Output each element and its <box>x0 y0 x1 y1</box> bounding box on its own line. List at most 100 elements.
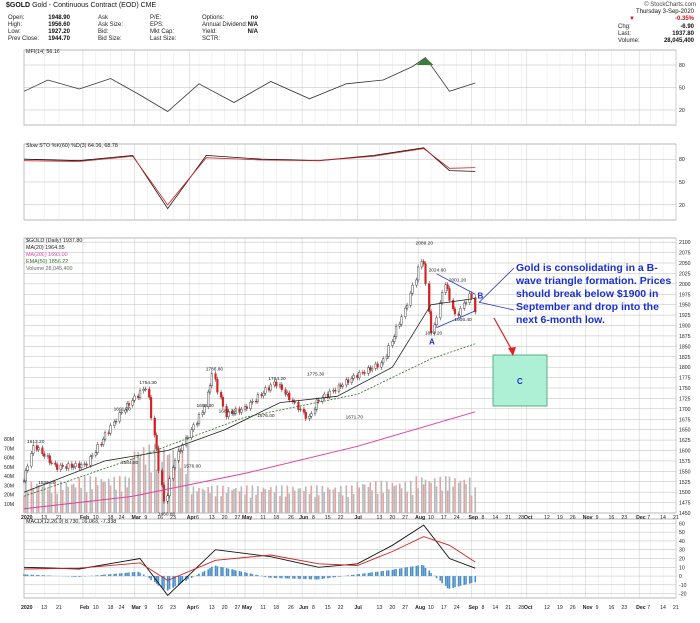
macd-histogram-bar <box>249 573 252 577</box>
candle-body <box>70 463 73 468</box>
candle-body <box>398 324 401 327</box>
quote-value: 1948.90 <box>48 15 70 21</box>
price-annotation: 1699.30 <box>196 403 214 409</box>
x-tick-label: 10 <box>428 515 434 521</box>
price-annotation: 1676.00 <box>257 413 275 419</box>
macd-histogram-bar <box>380 571 383 577</box>
candle-body <box>420 261 423 268</box>
candle-body <box>428 283 431 312</box>
volume-bar <box>235 487 237 513</box>
volume-bar <box>362 484 364 513</box>
macd-histogram-bar <box>406 567 408 577</box>
y-tick-label: 1450 <box>679 511 691 517</box>
volume-bar <box>454 478 456 513</box>
candle-body <box>452 300 455 310</box>
x-tick-label: 15 <box>325 515 331 521</box>
candle-body <box>262 393 265 397</box>
macd-histogram-bar <box>398 568 401 577</box>
candle-body <box>196 423 199 426</box>
macd-histogram-bar <box>358 573 361 577</box>
macd-histogram-bar <box>257 575 259 577</box>
volume-bar <box>317 495 320 513</box>
volume-bar <box>139 457 141 513</box>
macd-histogram-bar <box>133 572 136 577</box>
volume-bar <box>56 493 58 513</box>
x-tick-label: 22 <box>338 605 344 611</box>
macd-histogram-bar <box>131 572 134 577</box>
candle-body <box>380 362 383 368</box>
macd-histogram-bar <box>270 576 272 578</box>
candle-body <box>269 384 272 391</box>
macd-histogram-bar <box>288 576 291 579</box>
stat-value: 28,045,400 <box>663 38 694 44</box>
candle-body <box>54 462 57 465</box>
volume-bar <box>95 477 97 513</box>
y-tick-label: 30 <box>679 548 685 554</box>
candle-body <box>326 393 329 397</box>
macd-histogram-bar <box>428 570 430 577</box>
macd-histogram-bar <box>25 574 27 577</box>
arrow-head-icon <box>508 347 516 356</box>
y-tick-label: 2100 <box>679 240 691 246</box>
candle-body <box>118 412 121 422</box>
macd-histogram-bar <box>222 567 224 577</box>
volume-bar <box>293 490 296 513</box>
candle-body <box>203 406 206 413</box>
candle-body <box>371 368 374 371</box>
quote-value: N/A <box>247 22 258 28</box>
volume-bar <box>304 486 307 513</box>
y-tick-label: 80 <box>679 157 685 163</box>
x-tick-label: 20 <box>389 605 395 611</box>
volume-bar <box>211 485 213 513</box>
candle-body <box>102 438 105 445</box>
candle-body <box>382 358 385 364</box>
callout-pointer <box>478 267 515 311</box>
candle-body <box>323 393 326 398</box>
volume-bar <box>415 476 418 513</box>
price-annotation: 1460.80 <box>158 512 176 518</box>
macd-histogram-bar <box>308 576 311 580</box>
macd-histogram-bar <box>190 576 193 578</box>
volume-bar <box>128 477 130 513</box>
candle-body <box>238 408 241 413</box>
macd-histogram-bar <box>264 576 267 577</box>
volume-bar <box>424 479 427 513</box>
volume-bar <box>185 474 187 513</box>
macd-histogram-bar <box>395 568 397 577</box>
triangle-upper-line <box>436 273 476 295</box>
wave-a-label: A <box>429 337 435 346</box>
candle-body <box>393 336 396 342</box>
y-tick-label: 1825 <box>679 355 691 361</box>
volume-bar <box>60 481 62 513</box>
candle-body <box>464 302 468 304</box>
x-tick-label: Jul <box>354 515 362 521</box>
volume-bar <box>166 455 169 513</box>
x-tick-label: 24 <box>454 515 460 521</box>
macd-histogram-bar <box>273 576 276 578</box>
y-tick-label: 1575 <box>679 459 691 465</box>
volume-bar <box>367 486 370 513</box>
candle-body <box>78 463 81 469</box>
y-tick-label: 50 <box>679 180 685 186</box>
macd-histogram-bar <box>80 576 82 577</box>
candle-body <box>256 394 260 402</box>
volume-bar <box>316 485 318 513</box>
price-legend-item: EMA(50) 1856.22 <box>26 259 69 265</box>
x-tick-label: 7 <box>647 515 650 521</box>
x-tick-label: 26 <box>288 605 294 611</box>
candle-body <box>85 463 88 466</box>
x-tick-label: 9 <box>144 605 147 611</box>
callout-text: Gold is consolidating in a B-wave triang… <box>516 262 672 326</box>
volume-bar <box>369 482 372 513</box>
x-tick-label: Apr <box>187 515 196 521</box>
x-tick-label: 20 <box>222 605 228 611</box>
volume-bar <box>328 489 331 513</box>
volume-bar <box>428 480 430 513</box>
candle-body <box>304 411 307 419</box>
macd-histogram-bar <box>293 576 296 579</box>
candle-body <box>149 397 153 419</box>
x-tick-label: 6 <box>196 605 199 611</box>
volume-bar <box>100 479 103 513</box>
volume-bar <box>338 492 340 513</box>
sto-k-line <box>23 147 476 210</box>
